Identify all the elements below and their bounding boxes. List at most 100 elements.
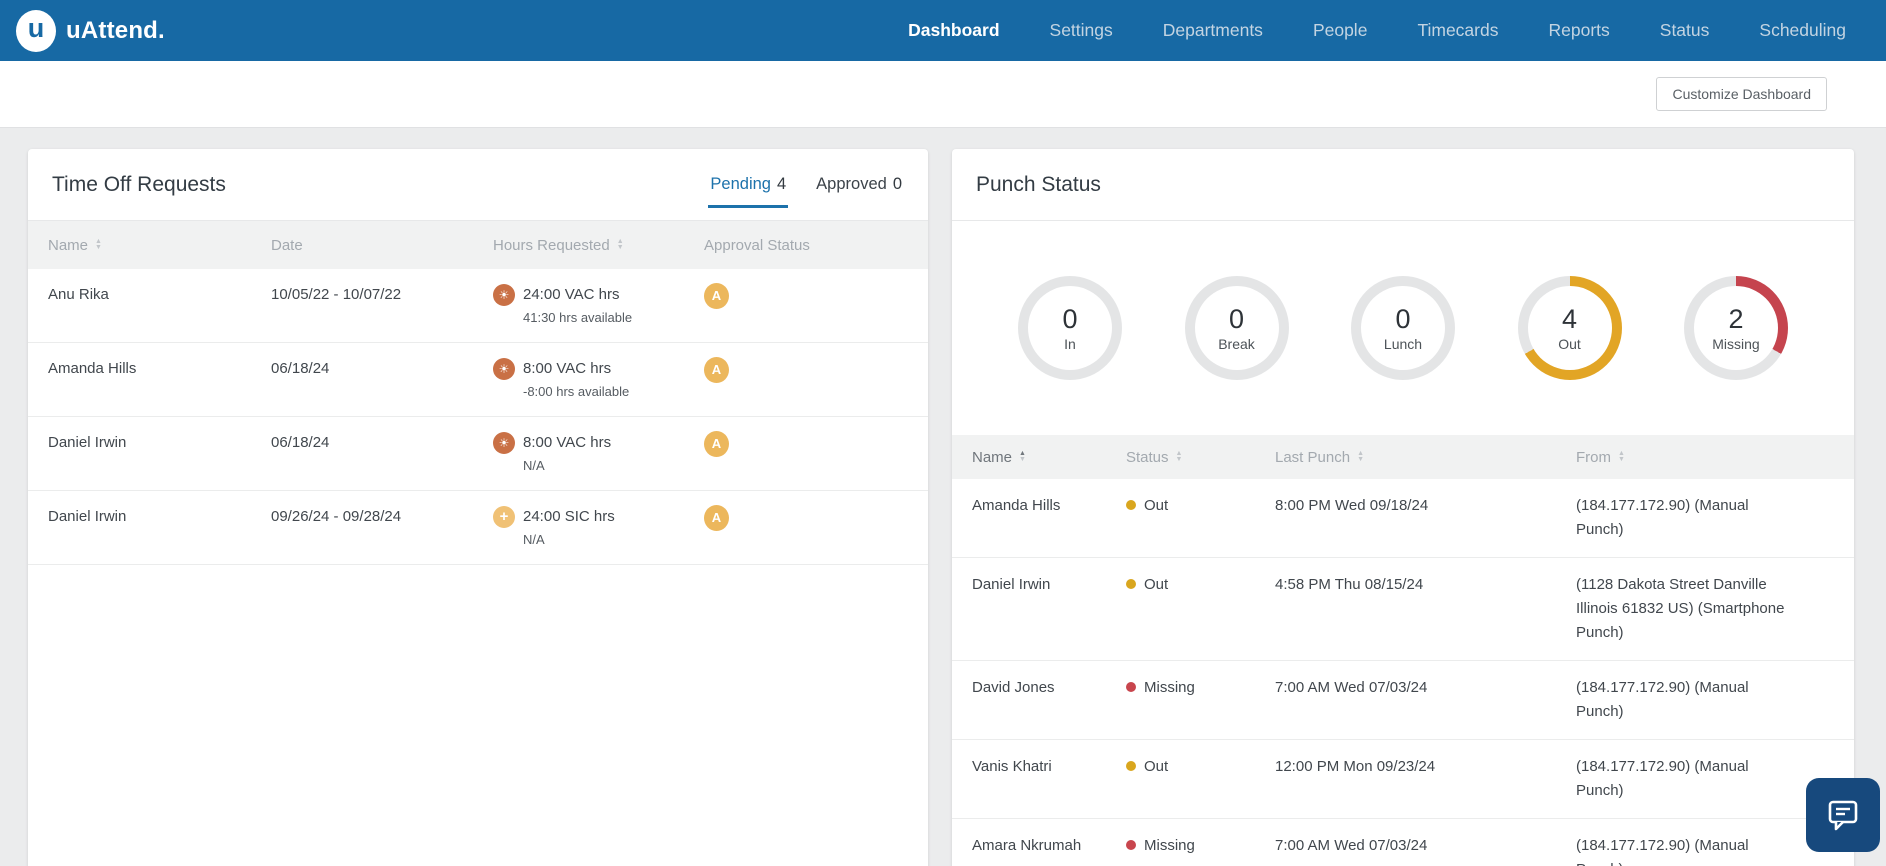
time-off-row[interactable]: Amanda Hills 06/18/24 ☀ 8:00 VAC hrs -8:… — [28, 343, 928, 417]
leave-type-icon: ☀ — [493, 284, 515, 306]
column-header-name[interactable]: Name ▲ ▼ — [972, 448, 1026, 466]
nav-item[interactable]: People — [1313, 20, 1368, 41]
punch-status-text: Out — [1144, 758, 1169, 775]
nav-item[interactable]: Scheduling — [1759, 20, 1846, 41]
nav-item-label: Scheduling — [1759, 20, 1846, 40]
column-header-date: Date — [271, 236, 303, 254]
time-off-tab[interactable]: Pending 4 — [708, 163, 789, 208]
nav-item-label: Departments — [1162, 20, 1263, 40]
time-off-tab[interactable]: Approved 0 — [814, 163, 904, 208]
request-date: 06/18/24 — [271, 434, 330, 451]
sort-icon[interactable]: ▲ ▼ — [1175, 450, 1183, 463]
column-header-name[interactable]: Name ▲ ▼ — [48, 236, 102, 254]
request-date: 09/26/24 - 09/28/24 — [271, 508, 402, 525]
donut-label: In — [1064, 336, 1076, 352]
time-off-row[interactable]: Daniel Irwin 09/26/24 - 09/28/24 + 24:00… — [28, 491, 928, 565]
uattend-logo-icon: u — [16, 9, 56, 52]
punch-status-donut[interactable]: 0 Lunch — [1351, 276, 1455, 380]
status-dot — [1126, 500, 1136, 510]
employee-name: Daniel Irwin — [48, 508, 127, 525]
punch-status-row[interactable]: Vanis Khatri Out 12:00 PM Mon 09/23/24 (… — [952, 740, 1854, 819]
brand[interactable]: u uAttend. — [16, 9, 165, 52]
hours-requested: 24:00 VAC hrs — [523, 286, 620, 303]
brand-text: uAttend. — [66, 16, 165, 44]
time-off-row[interactable]: Daniel Irwin 06/18/24 ☀ 8:00 VAC hrs N/A… — [28, 417, 928, 491]
nav-item[interactable]: Settings — [1050, 20, 1113, 41]
last-punch: 8:00 PM Wed 09/18/24 — [1275, 497, 1429, 514]
time-off-requests-card: Time Off Requests Pending 4 Approved 0 N… — [28, 149, 928, 866]
punch-status-row[interactable]: David Jones Missing 7:00 AM Wed 07/03/24… — [952, 661, 1854, 740]
nav-item[interactable]: Status — [1660, 20, 1710, 41]
request-date: 06/18/24 — [271, 360, 330, 377]
chat-button[interactable] — [1806, 778, 1880, 852]
donut-count: 4 — [1561, 304, 1578, 334]
punch-from: (184.177.172.90) (Manual Punch) — [1576, 679, 1749, 720]
tab-label: Pending — [710, 174, 771, 193]
hours-available: N/A — [523, 532, 545, 547]
employee-name: Vanis Khatri — [972, 758, 1052, 775]
last-punch: 4:58 PM Thu 08/15/24 — [1275, 576, 1424, 593]
punch-status-row[interactable]: Daniel Irwin Out 4:58 PM Thu 08/15/24 (1… — [952, 558, 1854, 661]
punch-from: (1128 Dakota Street Danville Illinois 61… — [1576, 576, 1785, 641]
employee-name: Amanda Hills — [48, 360, 137, 377]
punch-status-donut[interactable]: 2 Missing — [1684, 276, 1788, 380]
punch-status-row[interactable]: Amara Nkrumah Missing 7:00 AM Wed 07/03/… — [952, 819, 1854, 866]
hours-available: 41:30 hrs available — [523, 310, 633, 325]
nav-item[interactable]: Dashboard — [908, 20, 999, 41]
status-dot — [1126, 579, 1136, 589]
time-off-card-header: Time Off Requests Pending 4 Approved 0 — [28, 149, 928, 221]
hours-available: -8:00 hrs available — [523, 384, 630, 399]
sort-icon[interactable]: ▲ ▼ — [616, 238, 624, 251]
punch-table-body: Amanda Hills Out 8:00 PM Wed 09/18/24 (1… — [952, 479, 1854, 866]
nav-item-label: Status — [1659, 20, 1710, 40]
time-off-row[interactable]: Anu Rika 10/05/22 - 10/07/22 ☀ 24:00 VAC… — [28, 269, 928, 343]
main-nav: Dashboard Settings Departments People Ti… — [908, 20, 1846, 41]
punch-from: (184.177.172.90) (Manual Punch) — [1576, 758, 1749, 799]
hours-requested: 8:00 VAC hrs — [523, 360, 612, 377]
sort-icon[interactable]: ▲ ▼ — [1357, 450, 1364, 463]
nav-item[interactable]: Departments — [1163, 20, 1263, 41]
tab-count: 0 — [892, 174, 902, 193]
punch-status-donut[interactable]: 4 Out — [1517, 276, 1622, 380]
column-header-approval-status: Approval Status — [704, 236, 810, 254]
punch-from: (184.177.172.90) (Manual Punch) — [1576, 837, 1749, 866]
punch-status-donuts: 0 In 0 Break 0 Lunch — [952, 221, 1854, 435]
column-header-hours-requested[interactable]: Hours Requested ▲ ▼ — [493, 236, 624, 254]
dashboard-content: Time Off Requests Pending 4 Approved 0 N… — [0, 128, 1886, 866]
customize-dashboard-button[interactable]: Customize Dashboard — [1656, 77, 1827, 111]
punch-status-donut[interactable]: 0 In — [1018, 276, 1122, 380]
column-header-from[interactable]: From ▲ ▼ — [1576, 448, 1625, 466]
punch-status-card-header: Punch Status — [952, 149, 1854, 221]
approval-status-badge: A — [704, 431, 729, 457]
time-off-table-body: Anu Rika 10/05/22 - 10/07/22 ☀ 24:00 VAC… — [28, 269, 928, 565]
sort-icon[interactable]: ▲ ▼ — [95, 238, 102, 251]
employee-name: Amara Nkrumah — [972, 837, 1082, 854]
punch-from: (184.177.172.90) (Manual Punch) — [1576, 497, 1749, 538]
column-header-status[interactable]: Status ▲ ▼ — [1126, 448, 1183, 466]
employee-name: Daniel Irwin — [972, 576, 1051, 593]
donut-count: 0 — [1395, 304, 1411, 334]
hours-available: N/A — [523, 458, 545, 473]
donut-count: 2 — [1728, 304, 1744, 334]
chat-bubble-icon — [1828, 800, 1858, 831]
nav-item-label: People — [1312, 20, 1368, 40]
tab-label: Approved — [816, 174, 887, 193]
donut-label: Lunch — [1383, 336, 1423, 352]
nav-item-label: Timecards — [1417, 20, 1499, 40]
sort-icon[interactable]: ▲ ▼ — [1618, 450, 1625, 463]
status-dot — [1126, 840, 1136, 850]
column-header-last-punch[interactable]: Last Punch ▲ ▼ — [1275, 448, 1364, 466]
punch-status-donut[interactable]: 0 Break — [1184, 276, 1289, 380]
nav-item[interactable]: Timecards — [1417, 20, 1498, 41]
employee-name: Daniel Irwin — [48, 434, 127, 451]
donut-label: Missing — [1712, 336, 1760, 352]
status-dot — [1126, 761, 1136, 771]
sort-icon[interactable]: ▲ ▼ — [1019, 450, 1026, 463]
punch-status-row[interactable]: Amanda Hills Out 8:00 PM Wed 09/18/24 (1… — [952, 479, 1854, 558]
approval-status-badge: A — [704, 505, 729, 531]
nav-item-label: Settings — [1049, 20, 1113, 40]
leave-type-icon: + — [493, 506, 515, 528]
nav-item[interactable]: Reports — [1548, 20, 1609, 41]
hours-requested: 24:00 SIC hrs — [523, 508, 615, 525]
employee-name: Anu Rika — [48, 286, 109, 303]
